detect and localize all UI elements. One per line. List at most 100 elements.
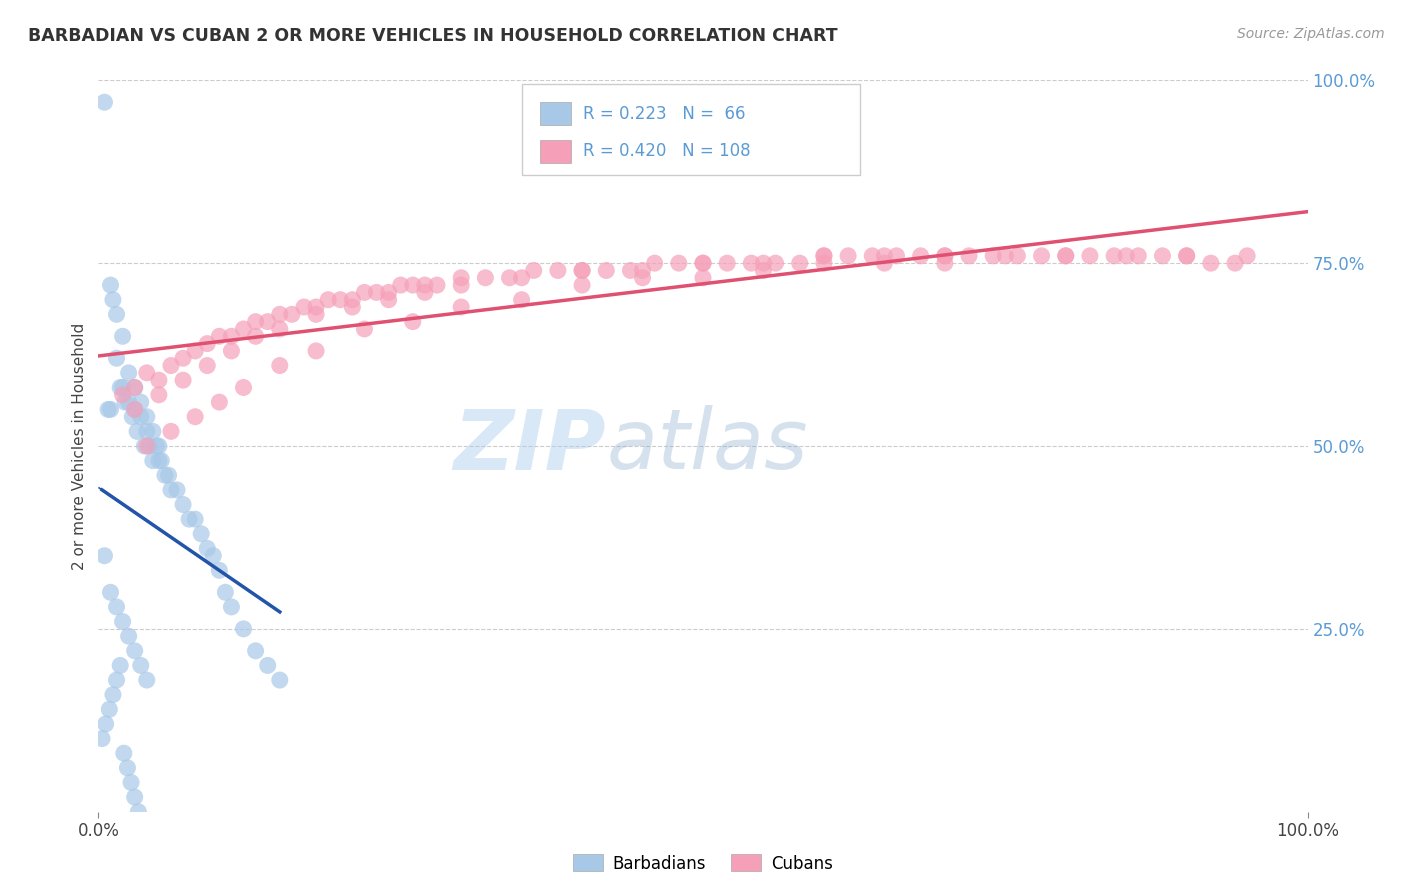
Point <box>208 395 231 409</box>
Point <box>1236 249 1258 263</box>
Point <box>142 453 165 467</box>
Point <box>172 373 194 387</box>
Point <box>129 409 152 424</box>
Point <box>873 256 896 270</box>
Point <box>292 300 315 314</box>
Point <box>450 278 472 293</box>
Point <box>142 425 165 439</box>
Point <box>138 439 160 453</box>
Point <box>111 380 134 394</box>
Point <box>153 468 176 483</box>
Point <box>692 256 714 270</box>
Point <box>124 402 146 417</box>
Point <box>389 278 412 293</box>
Point <box>426 278 449 293</box>
Point <box>752 263 775 277</box>
Point <box>232 322 254 336</box>
Point <box>571 263 593 277</box>
Point <box>1128 249 1150 263</box>
Point <box>127 425 149 439</box>
Point <box>124 790 146 805</box>
Point <box>510 270 533 285</box>
Point <box>1175 249 1198 263</box>
Point <box>195 541 218 556</box>
Point <box>692 256 714 270</box>
Point <box>752 256 775 270</box>
Point <box>97 402 120 417</box>
Text: Source: ZipAtlas.com: Source: ZipAtlas.com <box>1237 27 1385 41</box>
Point <box>498 270 520 285</box>
Point <box>184 512 207 526</box>
Point <box>619 263 641 277</box>
Point <box>114 395 136 409</box>
Point <box>1054 249 1077 263</box>
Point <box>1054 249 1077 263</box>
Text: BARBADIAN VS CUBAN 2 OR MORE VEHICLES IN HOUSEHOLD CORRELATION CHART: BARBADIAN VS CUBAN 2 OR MORE VEHICLES IN… <box>28 27 838 45</box>
Point <box>172 351 194 366</box>
Text: R = 0.420   N = 108: R = 0.420 N = 108 <box>583 143 751 161</box>
Point <box>150 453 173 467</box>
Point <box>195 359 218 373</box>
Point <box>571 263 593 277</box>
Point <box>281 307 304 321</box>
Point <box>269 322 291 336</box>
FancyBboxPatch shape <box>522 84 860 176</box>
Point <box>269 673 291 687</box>
Point <box>111 388 134 402</box>
Point <box>994 249 1017 263</box>
Point <box>112 746 135 760</box>
Point <box>232 380 254 394</box>
Point <box>1078 249 1101 263</box>
Point <box>474 270 496 285</box>
Point <box>377 293 399 307</box>
Point <box>117 761 139 775</box>
FancyBboxPatch shape <box>540 102 571 125</box>
Point <box>1175 249 1198 263</box>
Point <box>813 249 835 263</box>
Point <box>129 658 152 673</box>
Point <box>121 409 143 424</box>
Point <box>124 380 146 394</box>
Point <box>644 256 666 270</box>
Point <box>221 329 243 343</box>
Point <box>100 402 122 417</box>
Point <box>413 285 436 300</box>
Point <box>886 249 908 263</box>
Point <box>93 549 115 563</box>
Point <box>120 775 142 789</box>
Point <box>208 329 231 343</box>
Point <box>450 270 472 285</box>
Point <box>221 343 243 358</box>
Point <box>134 439 156 453</box>
Point <box>716 256 738 270</box>
Point <box>118 366 141 380</box>
Point <box>145 439 167 453</box>
Point <box>148 388 170 402</box>
Point <box>208 563 231 577</box>
Point <box>179 512 201 526</box>
Point <box>813 256 835 270</box>
Point <box>184 343 207 358</box>
Point <box>101 293 124 307</box>
Point <box>160 359 183 373</box>
Point <box>1223 256 1246 270</box>
Point <box>221 599 243 614</box>
Point <box>214 585 236 599</box>
Point <box>256 658 278 673</box>
Point <box>256 315 278 329</box>
Point <box>523 263 546 277</box>
Point <box>118 629 141 643</box>
Point <box>245 329 267 343</box>
Point <box>353 285 375 300</box>
Point <box>342 293 364 307</box>
Point <box>101 688 124 702</box>
Point <box>631 263 654 277</box>
Point <box>148 439 170 453</box>
Point <box>910 249 932 263</box>
Point <box>118 395 141 409</box>
Point <box>1007 249 1029 263</box>
Point <box>595 263 617 277</box>
Point <box>377 285 399 300</box>
Point <box>124 402 146 417</box>
Point <box>571 278 593 293</box>
